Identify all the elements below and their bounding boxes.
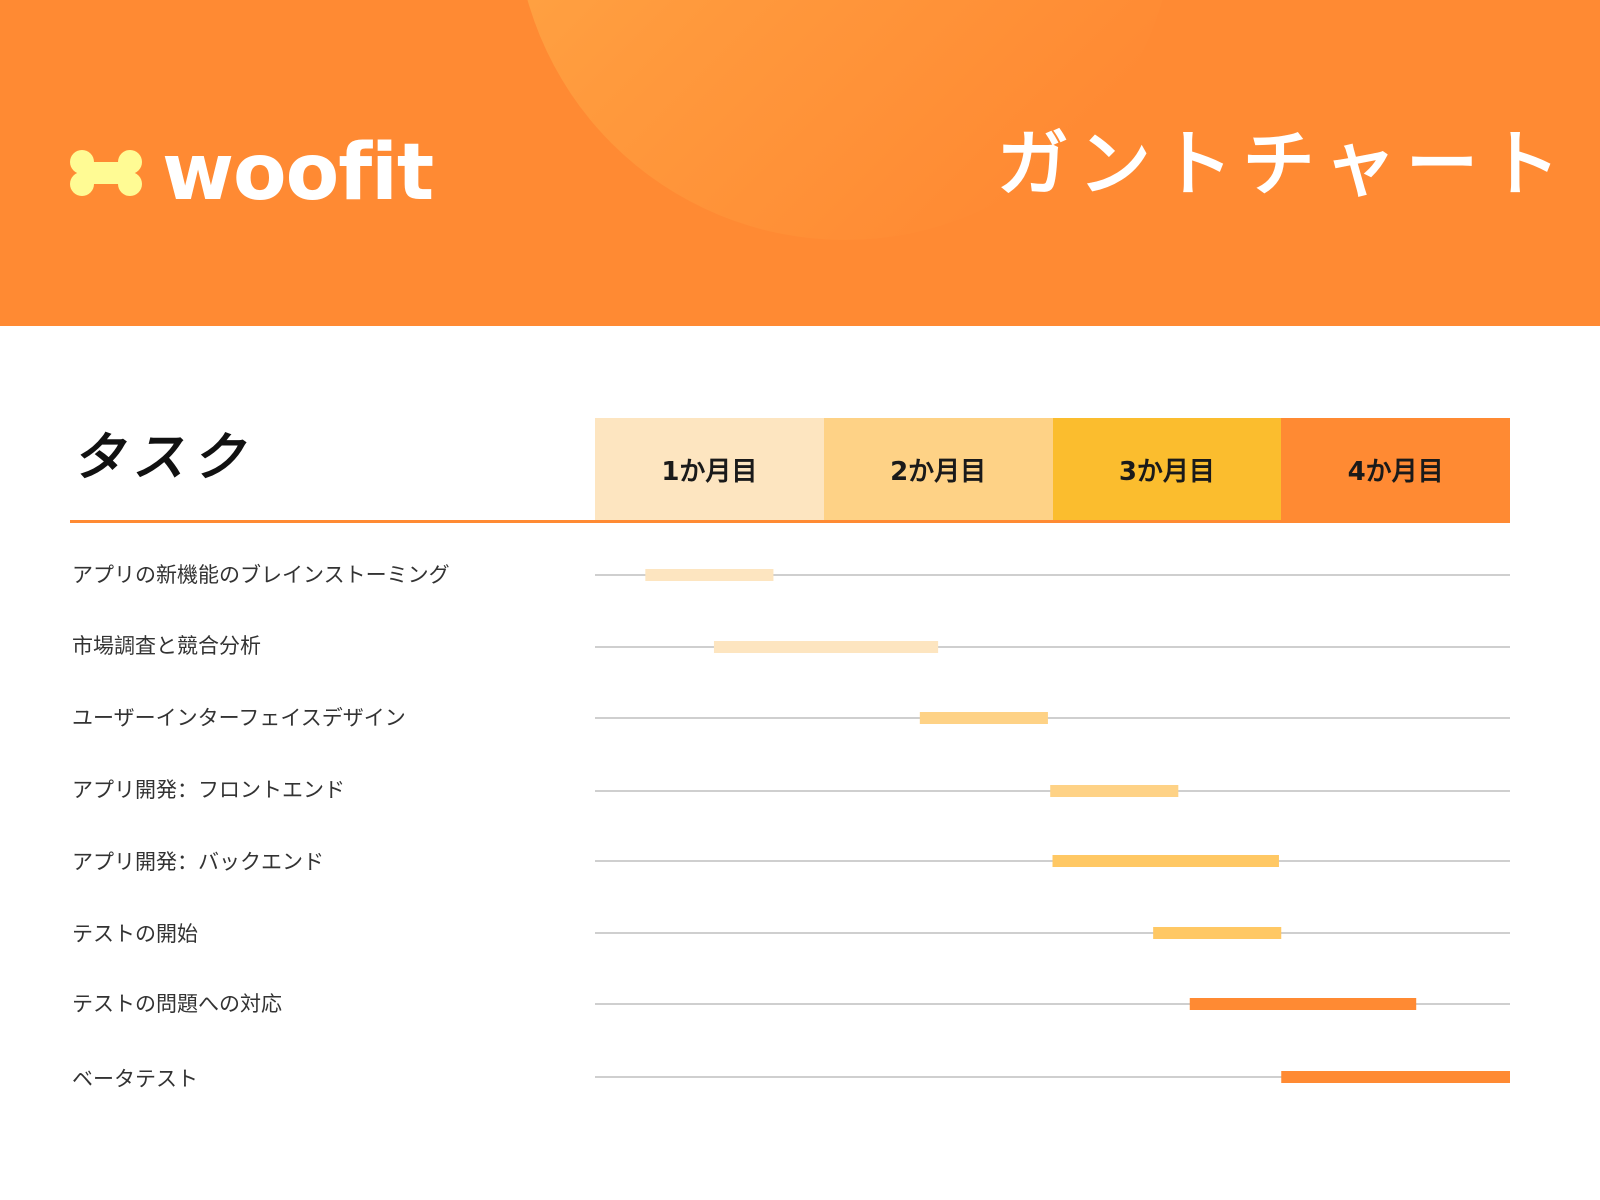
task-label: アプリの新機能のブレインストーミング xyxy=(72,563,450,587)
month-2-header: 2か月目 xyxy=(823,418,1053,521)
task-label: アプリ開発：バックエンド xyxy=(72,850,324,874)
bone-icon xyxy=(70,150,142,196)
gantt-bar xyxy=(645,569,774,581)
gantt-bar xyxy=(1281,1071,1510,1083)
month-3-header: 3か月目 xyxy=(1052,418,1282,521)
task-label: テストの開始 xyxy=(72,922,198,946)
month-4-label: 4か月目 xyxy=(1347,457,1444,487)
brand-logo: woofit xyxy=(68,118,434,228)
gantt-bar xyxy=(1189,998,1417,1010)
task-label: テストの問題への対応 xyxy=(72,992,282,1016)
gantt-bar xyxy=(919,712,1048,724)
task-label: アプリ開発：フロントエンド xyxy=(72,778,345,802)
gantt-bar xyxy=(713,641,939,653)
month-2-label: 2か月目 xyxy=(890,457,987,487)
month-header-row: 1か月目 2か月目 3か月目 4か月目 xyxy=(595,418,1510,521)
task-column-heading: タスク xyxy=(72,428,253,488)
gantt-bar xyxy=(1153,927,1282,939)
task-label: ベータテスト xyxy=(72,1067,198,1091)
month-1-header: 1か月目 xyxy=(595,418,824,521)
task-label: ユーザーインターフェイスデザイン xyxy=(72,706,406,730)
task-label: 市場調査と競合分析 xyxy=(72,634,261,658)
month-3-label: 3か月目 xyxy=(1118,457,1215,487)
gantt-bar xyxy=(1050,785,1179,797)
brand-name: woofit xyxy=(162,128,434,218)
page-title: ガントチャート xyxy=(996,122,1570,206)
month-1-label: 1か月目 xyxy=(661,457,758,487)
header-banner: woofit ガントチャート xyxy=(0,0,1600,326)
heading-divider xyxy=(70,520,1510,523)
gantt-bar xyxy=(1052,855,1279,867)
month-4-header: 4か月目 xyxy=(1281,418,1510,521)
